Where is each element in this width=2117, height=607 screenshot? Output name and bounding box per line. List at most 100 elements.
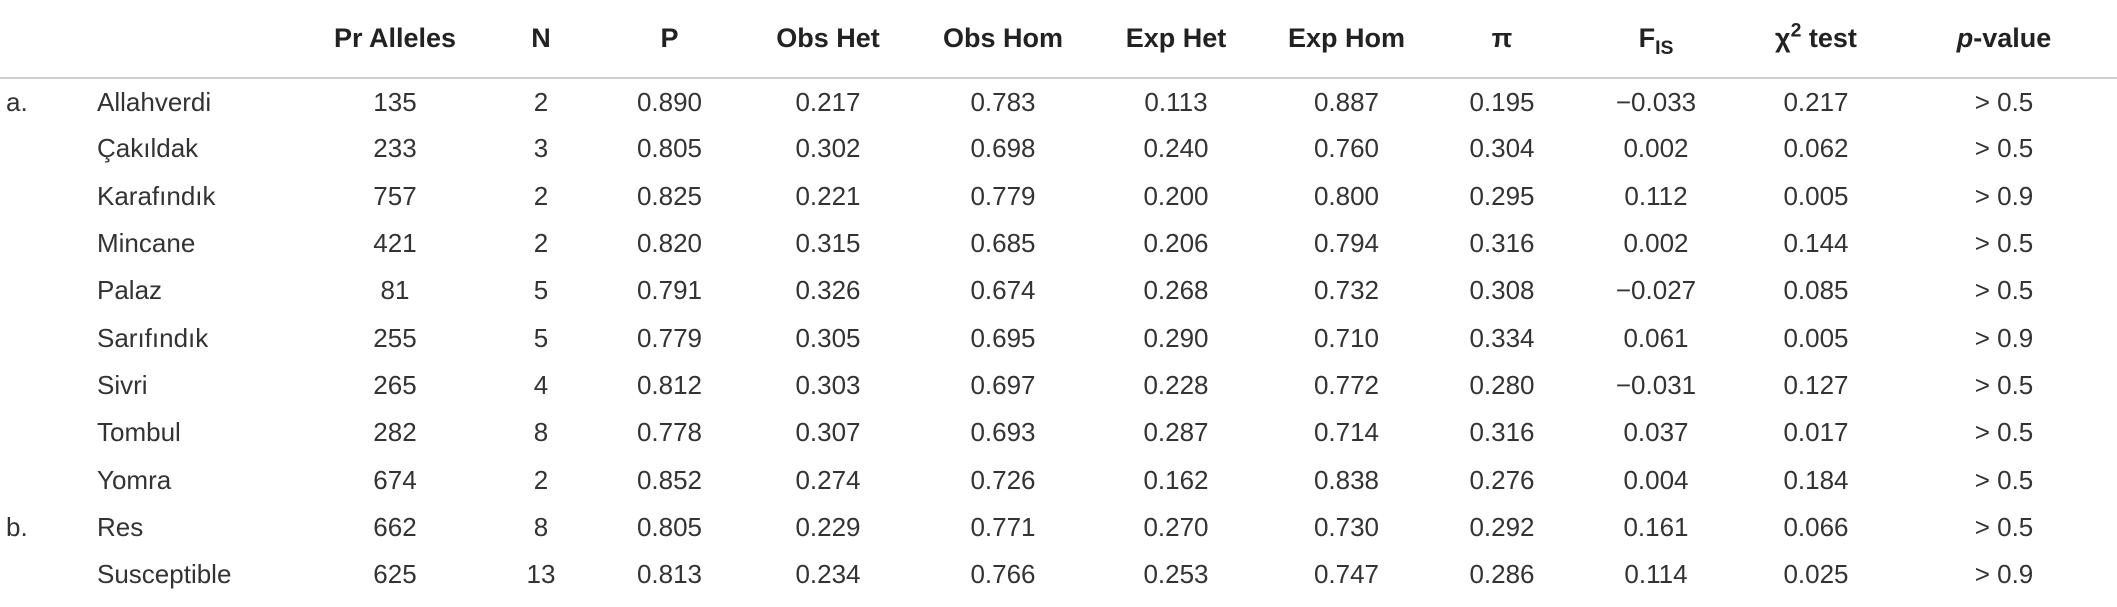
- header-p: P: [660, 23, 679, 53]
- cell-cultivar-name: Susceptible: [97, 559, 232, 590]
- cell-exp-het: 0.206: [1143, 228, 1209, 259]
- header-p-value: p-value: [1891, 0, 2117, 78]
- cell-chi2: 0.005: [1783, 322, 1849, 353]
- cell-cultivar-name: Mincane: [97, 228, 196, 259]
- cell-fis: 0.004: [1623, 464, 1689, 495]
- cell-obs-hom: 0.698: [970, 133, 1036, 164]
- cell-exp-het: 0.270: [1143, 511, 1209, 542]
- cell-p-value: > 0.5: [1974, 86, 2034, 117]
- cell-exp-hom: 0.760: [1313, 133, 1380, 164]
- header-pr-alleles: Pr Alleles: [333, 23, 457, 53]
- cell-obs-het: 0.307: [795, 417, 861, 448]
- cell-chi2: 0.062: [1783, 133, 1849, 164]
- cell-exp-hom: 0.794: [1313, 228, 1380, 259]
- cell-exp-het: 0.240: [1143, 133, 1209, 164]
- cell-pi: 0.286: [1469, 559, 1535, 590]
- cell-obs-het: 0.274: [795, 464, 861, 495]
- cell-obs-hom: 0.697: [970, 369, 1036, 400]
- cell-exp-het: 0.113: [1144, 86, 1208, 117]
- cell-n: 8: [533, 511, 549, 542]
- cell-chi2: 0.017: [1783, 417, 1849, 448]
- cell-pr-alleles: 81: [380, 275, 410, 306]
- cell-obs-het: 0.315: [795, 228, 861, 259]
- cell-pi: 0.295: [1469, 180, 1535, 211]
- cell-pi: 0.334: [1469, 322, 1535, 353]
- cell-p-value: > 0.5: [1974, 464, 2034, 495]
- table-row: Palaz 81 5 0.791 0.326 0.674 0.268 0.732 0.308 −0…: [0, 267, 2117, 314]
- cell-pr-alleles: 233: [373, 133, 417, 164]
- cell-obs-het: 0.229: [795, 511, 861, 542]
- cell-p-value: > 0.9: [1974, 322, 2034, 353]
- cell-obs-het: 0.303: [795, 369, 861, 400]
- header-chi-square: χ2 test: [1741, 0, 1891, 78]
- cell-exp-het: 0.290: [1143, 322, 1209, 353]
- header-chi-base: χ: [1775, 23, 1791, 53]
- table-row: Sarıfındık 255 5 0.779 0.305 0.695 0.290 0.710 0…: [0, 314, 2117, 361]
- cell-exp-hom: 0.838: [1313, 464, 1380, 495]
- cell-pi: 0.316: [1469, 228, 1535, 259]
- header-obs-hom: Obs Hom: [942, 23, 1063, 53]
- cell-obs-hom: 0.674: [970, 275, 1036, 306]
- cell-pr-alleles: 282: [373, 417, 417, 448]
- cell-group: [0, 362, 97, 409]
- cell-p: 0.791: [636, 275, 703, 306]
- cell-cultivar-name: Sarıfındık: [97, 322, 209, 353]
- table-row: Susceptible 625 13 0.813 0.234 0.766 0.253 0.74…: [0, 551, 2117, 598]
- cell-obs-het: 0.305: [795, 322, 861, 353]
- table-row: Tombul 282 8 0.778 0.307 0.693 0.287 0.714 0.316…: [0, 409, 2117, 456]
- cell-n: 4: [533, 369, 549, 400]
- cell-fis: 0.112: [1624, 180, 1688, 211]
- cell-obs-hom: 0.766: [970, 559, 1036, 590]
- cell-cultivar-name: Tombul: [97, 417, 181, 448]
- cell-cultivar-name: Yomra: [97, 464, 172, 495]
- header-obs-het: Obs Het: [776, 23, 880, 53]
- cell-p-value: > 0.5: [1974, 417, 2034, 448]
- header-exp-hom: Exp Hom: [1287, 23, 1406, 53]
- cell-pr-alleles: 757: [373, 180, 417, 211]
- cell-exp-hom: 0.800: [1313, 180, 1380, 211]
- cell-group: [0, 551, 97, 598]
- header-fis: FIS: [1571, 0, 1741, 78]
- cell-n: 3: [533, 133, 549, 164]
- table-row: a. Allahverdi 135 2 0.890 0.217 0.783 0.113 0.88…: [0, 78, 2117, 125]
- cell-p-value: > 0.5: [1974, 133, 2034, 164]
- table-row: b. Res 662 8 0.805 0.229 0.771 0.270 0.730 0.292 0…: [0, 504, 2117, 551]
- cell-n: 8: [533, 417, 549, 448]
- header-p-value-italic: p: [1956, 23, 1974, 53]
- cell-group: [0, 409, 97, 456]
- cell-chi2: 0.184: [1783, 464, 1849, 495]
- header-p-value-rest: -value: [1973, 23, 2052, 53]
- cell-pi: 0.316: [1469, 417, 1535, 448]
- cell-p: 0.820: [636, 228, 703, 259]
- cell-pr-alleles: 625: [373, 559, 417, 590]
- cell-p: 0.813: [636, 559, 703, 590]
- cell-pr-alleles: 135: [373, 86, 417, 117]
- cell-cultivar-name: Res: [97, 511, 144, 542]
- cell-p-value: > 0.9: [1974, 559, 2034, 590]
- cell-p-value: > 0.5: [1974, 228, 2034, 259]
- cell-chi2: 0.066: [1783, 511, 1849, 542]
- header-fis-subscript: IS: [1655, 36, 1674, 59]
- cell-exp-hom: 0.747: [1313, 559, 1380, 590]
- cell-fis: −0.027: [1615, 275, 1697, 306]
- header-row: Pr Alleles N P Obs Het Obs Hom Exp Het E…: [0, 0, 2117, 78]
- cell-p: 0.805: [636, 511, 703, 542]
- cell-pi: 0.195: [1469, 86, 1535, 117]
- cell-group: [0, 267, 97, 314]
- cell-obs-hom: 0.726: [970, 464, 1036, 495]
- cell-n: 5: [533, 275, 549, 306]
- cell-fis: 0.061: [1623, 322, 1689, 353]
- cell-group: [0, 456, 97, 503]
- header-fis-base: F: [1638, 23, 1656, 53]
- cell-group: [0, 173, 97, 220]
- table-body: a. Allahverdi 135 2 0.890 0.217 0.783 0.113 0.88…: [0, 78, 2117, 598]
- cell-exp-het: 0.287: [1143, 417, 1209, 448]
- cell-cultivar-name: Sivri: [97, 369, 148, 400]
- cell-p-value: > 0.9: [1974, 180, 2034, 211]
- cell-cultivar-name: Çakıldak: [97, 133, 199, 164]
- table-row: Çakıldak 233 3 0.805 0.302 0.698 0.240 0.760 0.3…: [0, 125, 2117, 172]
- cell-obs-hom: 0.695: [970, 322, 1036, 353]
- cell-p: 0.805: [636, 133, 703, 164]
- cell-group: a.: [6, 86, 28, 117]
